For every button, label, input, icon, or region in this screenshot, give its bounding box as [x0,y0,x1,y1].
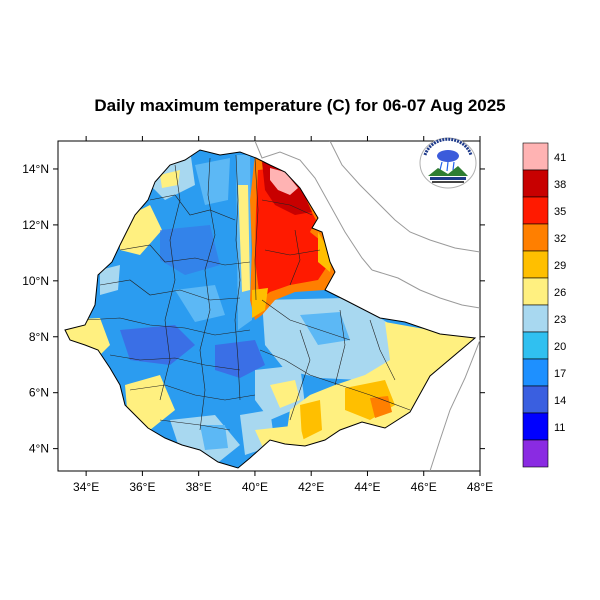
colorbar-label: 38 [554,179,566,191]
colorbar-swatch [522,277,549,306]
colorbar-label: 29 [554,260,566,272]
lat-tick-label: 6°N [29,386,49,400]
colorbar-swatch [522,223,549,252]
lat-tick-label: 4°N [29,442,49,456]
colorbar-swatch [522,385,549,414]
colorbar-label: 20 [554,341,566,353]
colorbar-label: 23 [554,314,566,326]
colorbar-swatch [522,169,549,198]
lat-tick-label: 8°N [29,330,49,344]
colorbar-label: 14 [554,395,566,407]
lon-tick-label: 36°E [129,480,155,494]
colorbar: 41 38 35 32 29 26 23 20 17 14 11 [522,142,566,468]
colorbar-swatch [522,142,549,171]
colorbar-swatch [522,412,549,441]
ethiopian-meteorology-institute-logo [419,137,477,189]
colorbar-label: 26 [554,287,566,299]
latitude-axis: 14°N 12°N 10°N 8°N 6°N 4°N [22,162,485,456]
longitude-axis: 34°E 36°E 38°E 40°E 42°E 44°E 46°E 48°E [73,136,493,494]
colorbar-swatch [522,331,549,360]
lat-tick-label: 12°N [22,218,49,232]
lon-tick-label: 40°E [242,480,268,494]
colorbar-swatch [522,304,549,333]
ethiopia-outline [64,149,477,469]
colorbar-label: 41 [554,152,566,164]
colorbar-label: 17 [554,368,566,380]
colorbar-swatch [522,196,549,225]
lat-tick-label: 10°N [22,274,49,288]
colorbar-swatch [522,439,549,468]
lon-tick-label: 48°E [467,480,493,494]
neighbour-borders [254,141,480,471]
lat-tick-label: 14°N [22,162,49,176]
colorbar-swatch [522,250,549,279]
lon-tick-label: 38°E [186,480,212,494]
lon-tick-label: 34°E [73,480,99,494]
colorbar-swatch [522,358,549,387]
lon-tick-label: 44°E [354,480,380,494]
colorbar-label: 35 [554,206,566,218]
map-title: Daily maximum temperature (C) for 06-07 … [94,96,506,115]
colorbar-label: 32 [554,233,566,245]
colorbar-label: 11 [554,422,565,434]
admin-boundaries [84,154,411,431]
lon-tick-label: 42°E [298,480,324,494]
lon-tick-label: 46°E [411,480,437,494]
